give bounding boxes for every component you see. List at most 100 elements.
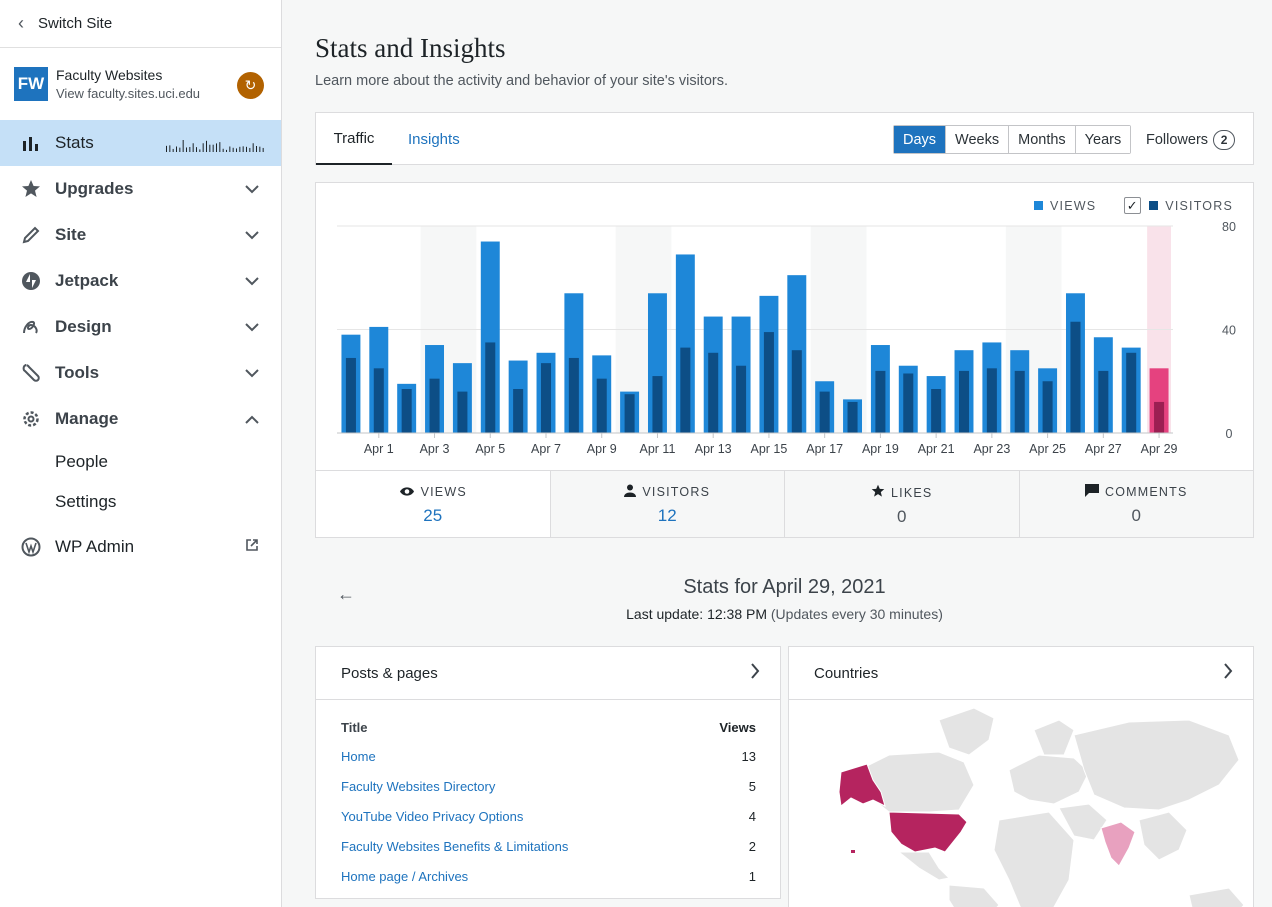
post-title-link[interactable]: YouTube Video Privacy Options [341, 808, 524, 824]
sidebar-item-site[interactable]: Site [0, 212, 281, 258]
map-region [897, 851, 951, 881]
sparkline-bar [202, 143, 204, 152]
tab-traffic[interactable]: Traffic [316, 113, 392, 165]
sidebar-subitem-settings[interactable]: Settings [55, 492, 117, 511]
site-logo: FW [14, 67, 48, 101]
x-tick-label: Apr 29 [1141, 442, 1178, 456]
sparkline-bar [262, 147, 264, 152]
sparkline-bar [206, 140, 207, 152]
x-tick-label: Apr 9 [587, 442, 617, 456]
followers-count-badge: 2 [1213, 130, 1236, 150]
x-tick-label: Apr 25 [1029, 442, 1066, 456]
period-days[interactable]: Days [894, 126, 946, 153]
summary-value: 0 [897, 507, 907, 526]
wrench-icon [20, 363, 42, 383]
summary-tab-likes[interactable]: LIKES 0 [784, 471, 1019, 537]
x-tick-label: Apr 27 [1085, 442, 1122, 456]
summary-label: VISITORS [642, 485, 711, 499]
bar-visitors [1042, 381, 1053, 433]
sidebar-item-label: Stats [55, 133, 94, 152]
legend-views-label: VIEWS [1049, 198, 1097, 213]
sparkline-bar [229, 146, 231, 152]
post-title-link[interactable]: Home [341, 748, 376, 764]
x-tick-label: Apr 7 [531, 442, 561, 456]
post-views: 13 [741, 748, 756, 764]
stats-bar-chart: 0 40 80 Apr 1 Apr 3 Apr 5 Apr 7 Apr 9 Apr 11 Apr … [337, 220, 1236, 456]
brush-icon [20, 317, 42, 337]
x-tick-label: Apr 3 [420, 442, 450, 456]
tab-insights[interactable]: Insights [408, 130, 460, 148]
sidebar-item-manage[interactable]: Manage [0, 396, 281, 442]
map-region [1008, 754, 1090, 805]
summary-tab-visitors[interactable]: VISITORS 12 [549, 471, 784, 537]
stats-date-heading: Stats for April 29, 2021 [683, 576, 886, 598]
sparkline-bar [249, 147, 251, 152]
page-title: Stats and Insights [315, 33, 506, 63]
sidebar-item-jetpack[interactable]: Jetpack [0, 258, 281, 304]
sidebar-item-design[interactable]: Design [0, 304, 281, 350]
sidebar-item-label: Manage [55, 409, 119, 428]
previous-day-arrow-icon[interactable]: ← [337, 584, 355, 604]
posts-pages-header[interactable]: Posts & pages [316, 647, 780, 700]
period-years[interactable]: Years [1074, 126, 1131, 153]
pencil-icon [20, 225, 42, 245]
sidebar-subitem-people[interactable]: People [55, 452, 108, 471]
sidebar-item-tools[interactable]: Tools [0, 350, 281, 396]
sparkline-bar [212, 144, 214, 152]
post-views: 5 [748, 778, 756, 794]
map-region [1033, 719, 1075, 756]
bar-visitors [1070, 321, 1081, 433]
summary-label: LIKES [891, 485, 933, 500]
period-months[interactable]: Months [1008, 126, 1075, 153]
summary-value: 0 [1131, 506, 1141, 525]
switch-site-button[interactable]: ‹ Switch Site [0, 0, 281, 48]
bar-visitors [763, 332, 774, 433]
main-content: Stats and Insights Learn more about the … [282, 0, 1272, 907]
wordpress-icon [20, 537, 42, 557]
map-region [938, 707, 995, 756]
followers-link[interactable]: Followers 2 [1146, 130, 1236, 150]
chevron-down-icon [245, 317, 259, 337]
sidebar-item-upgrades[interactable]: Upgrades [0, 166, 281, 212]
sidebar-item-stats[interactable]: Stats [0, 120, 281, 166]
summary-tabs: VIEWS 25 VISITORS 12 LIKES 0 COMMENTS 0 [316, 470, 1253, 537]
bar-visitors [652, 376, 663, 433]
bar-visitors [958, 370, 970, 433]
period-weeks[interactable]: Weeks [945, 126, 1009, 153]
post-title-link[interactable]: Home page / Archives [341, 868, 469, 884]
stats-chart-card: 0 40 80 Apr 1 Apr 3 Apr 5 Apr 7 Apr 9 Apr 11 Apr … [315, 182, 1254, 538]
chevron-down-icon [245, 225, 259, 245]
sparkline-bar [256, 146, 257, 152]
bar-visitors [819, 391, 830, 433]
update-frequency-note: (Updates every 30 minutes) [770, 606, 943, 622]
site-card[interactable]: FW Faculty Websites View faculty.sites.u… [0, 48, 281, 120]
visitors-checkbox[interactable]: ✓ [1124, 197, 1142, 214]
col-title: Title [341, 719, 368, 735]
summary-tab-views[interactable]: VIEWS 25 [316, 471, 550, 537]
sparkline-bar [222, 148, 224, 152]
site-url[interactable]: View faculty.sites.uci.edu [56, 86, 201, 101]
followers-label: Followers [1146, 132, 1209, 148]
countries-header[interactable]: Countries [789, 647, 1253, 700]
post-title-link[interactable]: Faculty Websites Directory [341, 778, 496, 794]
sidebar-item-wp-admin[interactable]: WP Admin [0, 524, 281, 570]
post-views: 2 [748, 838, 756, 854]
map-region-hawaii [851, 850, 855, 853]
legend-views-swatch [1033, 201, 1043, 210]
sparkline-bar [259, 146, 261, 152]
bar-visitors [708, 352, 719, 433]
sparkline-bar [239, 146, 241, 152]
post-title-link[interactable]: Faculty Websites Benefits & Limitations [341, 838, 569, 854]
sidebar-item-label: Site [55, 225, 87, 244]
panel-title: Posts & pages [341, 664, 438, 682]
panel-title: Countries [814, 664, 879, 682]
sync-icon[interactable]: ↻ [237, 72, 264, 99]
bar-visitors [513, 389, 524, 433]
sparkline-bar [166, 145, 167, 152]
gear-icon [20, 409, 42, 429]
legend-visitors-swatch [1149, 201, 1159, 210]
sparkline-bar [199, 149, 201, 152]
jetpack-bolt-icon [20, 271, 42, 291]
summary-tab-comments[interactable]: COMMENTS 0 [1018, 471, 1253, 537]
table-row: Faculty Websites Benefits & Limitations … [341, 831, 756, 861]
